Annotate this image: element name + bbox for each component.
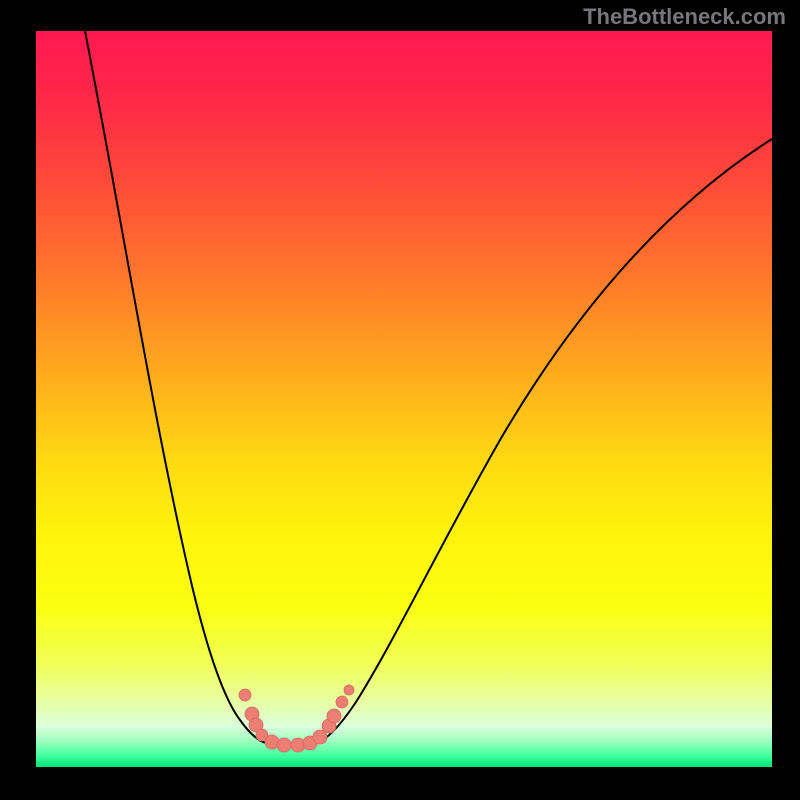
plot-background: [36, 31, 772, 767]
chart-svg: [0, 0, 800, 800]
chart-container: TheBottleneck.com: [0, 0, 800, 800]
watermark-text: TheBottleneck.com: [583, 4, 786, 30]
marker-point: [344, 685, 354, 695]
marker-point: [327, 709, 341, 723]
marker-point: [336, 696, 348, 708]
marker-point: [277, 738, 291, 752]
marker-point: [239, 689, 251, 701]
